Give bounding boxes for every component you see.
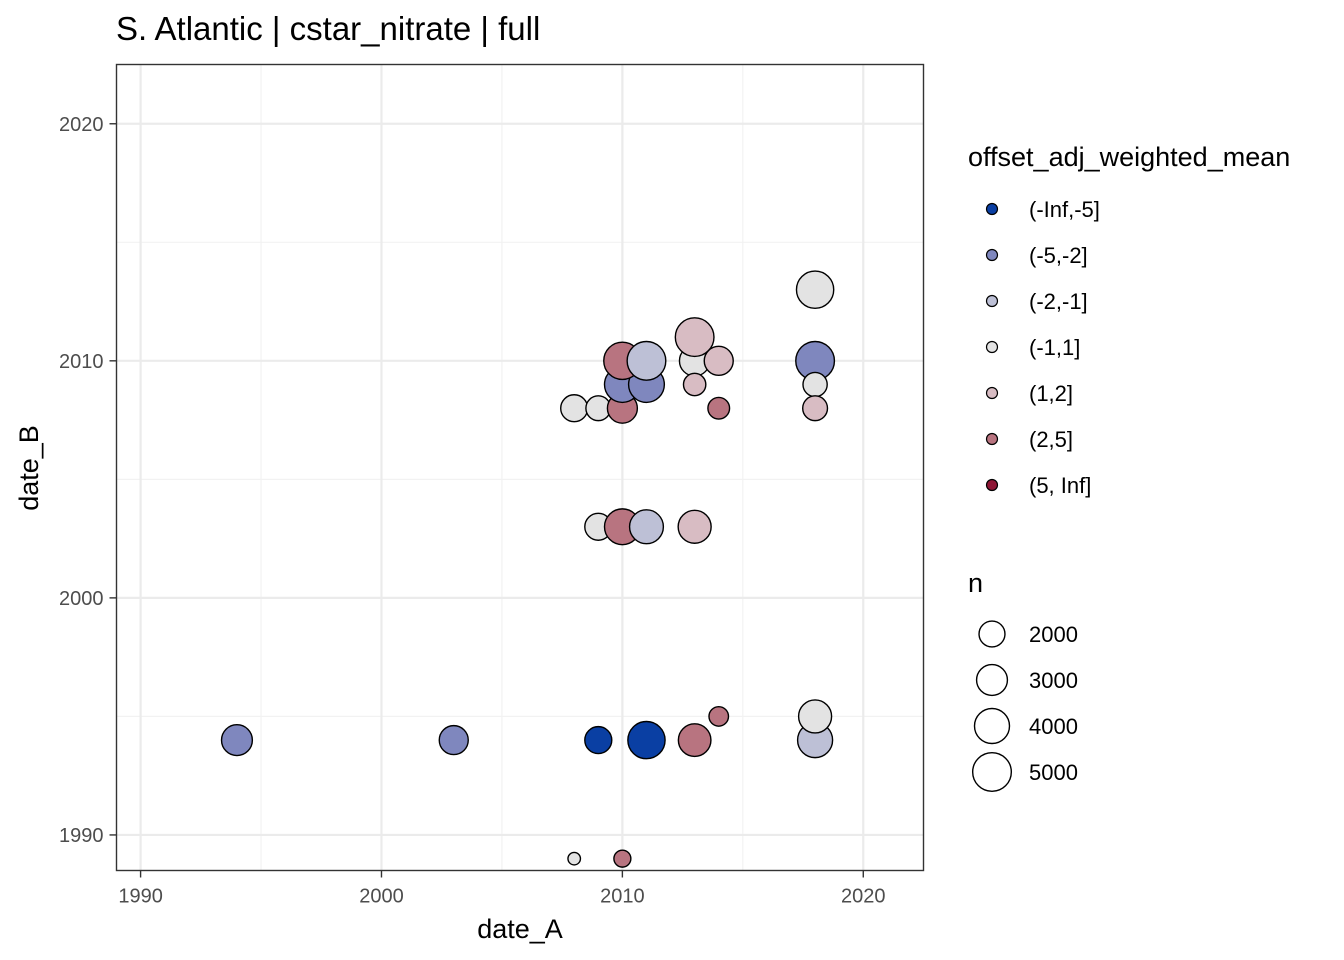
x-tick-label: 2000 — [359, 886, 404, 908]
size-legend-key — [973, 707, 1011, 745]
data-point — [707, 396, 731, 420]
size-legend-key — [971, 751, 1013, 793]
color-legend-key — [985, 432, 999, 446]
color-legend-label: (-2,-1] — [1029, 289, 1088, 314]
color-legend-label: (-5,-2] — [1029, 243, 1088, 268]
plot-panel-border — [115, 63, 925, 872]
color-legend-label: (-Inf,-5] — [1029, 197, 1100, 222]
size-legend-label: 4000 — [1029, 714, 1078, 739]
data-point — [220, 723, 254, 757]
chart-title: S. Atlantic | cstar_nitrate | full — [116, 10, 540, 47]
color-legend-key — [985, 386, 999, 400]
x-tick-label: 2020 — [841, 886, 886, 908]
color-legend-label: (5, Inf] — [1029, 473, 1091, 498]
data-point — [708, 705, 730, 727]
size-legend-key — [978, 620, 1006, 648]
color-legend-title: offset_adj_weighted_mean — [968, 142, 1290, 172]
data-point — [613, 849, 632, 868]
color-legend-key — [985, 478, 999, 492]
data-point — [674, 317, 715, 358]
data-point — [627, 720, 666, 760]
data-point — [560, 394, 589, 423]
size-legend-title: n — [968, 568, 983, 598]
color-legend-key — [985, 248, 999, 262]
color-legend-key — [985, 340, 999, 354]
grid-lines — [116, 64, 924, 871]
data-point — [802, 395, 829, 422]
data-point — [703, 345, 734, 377]
y-tick-label: 2000 — [59, 588, 104, 610]
size-legend-label: 5000 — [1029, 760, 1078, 785]
axes: 1990 2000 2010 2020 1990 2000 2010 2020 — [59, 114, 886, 908]
color-legend-key — [985, 294, 999, 308]
color-legend-key — [985, 202, 999, 216]
size-legend-label: 3000 — [1029, 668, 1078, 693]
y-tick-label: 2010 — [59, 351, 104, 373]
color-legend-label: (2,5] — [1029, 427, 1073, 452]
data-point — [677, 723, 712, 758]
y-axis-label: date_B — [14, 425, 44, 511]
data-point — [626, 340, 667, 381]
color-legend-label: (-1,1] — [1029, 335, 1080, 360]
size-legend-key — [975, 663, 1009, 697]
data-point — [802, 371, 828, 398]
color-legend-label: (1,2] — [1029, 381, 1073, 406]
x-axis-label: date_A — [477, 914, 563, 944]
x-tick-label: 1990 — [118, 886, 163, 908]
data-point — [628, 509, 665, 545]
data-point — [797, 699, 833, 734]
data-point — [584, 725, 613, 755]
y-tick-label: 2020 — [59, 114, 104, 136]
data-point — [677, 509, 712, 544]
data-points — [220, 270, 836, 868]
data-point — [438, 724, 469, 756]
x-tick-label: 2010 — [600, 886, 645, 908]
data-point — [682, 372, 707, 397]
data-point — [567, 851, 582, 866]
size-legend-label: 2000 — [1029, 622, 1078, 647]
legend: offset_adj_weighted_mean n (-Inf,-5] (-5,… — [968, 142, 1290, 793]
y-tick-label: 1990 — [59, 825, 104, 847]
data-point — [795, 270, 835, 310]
